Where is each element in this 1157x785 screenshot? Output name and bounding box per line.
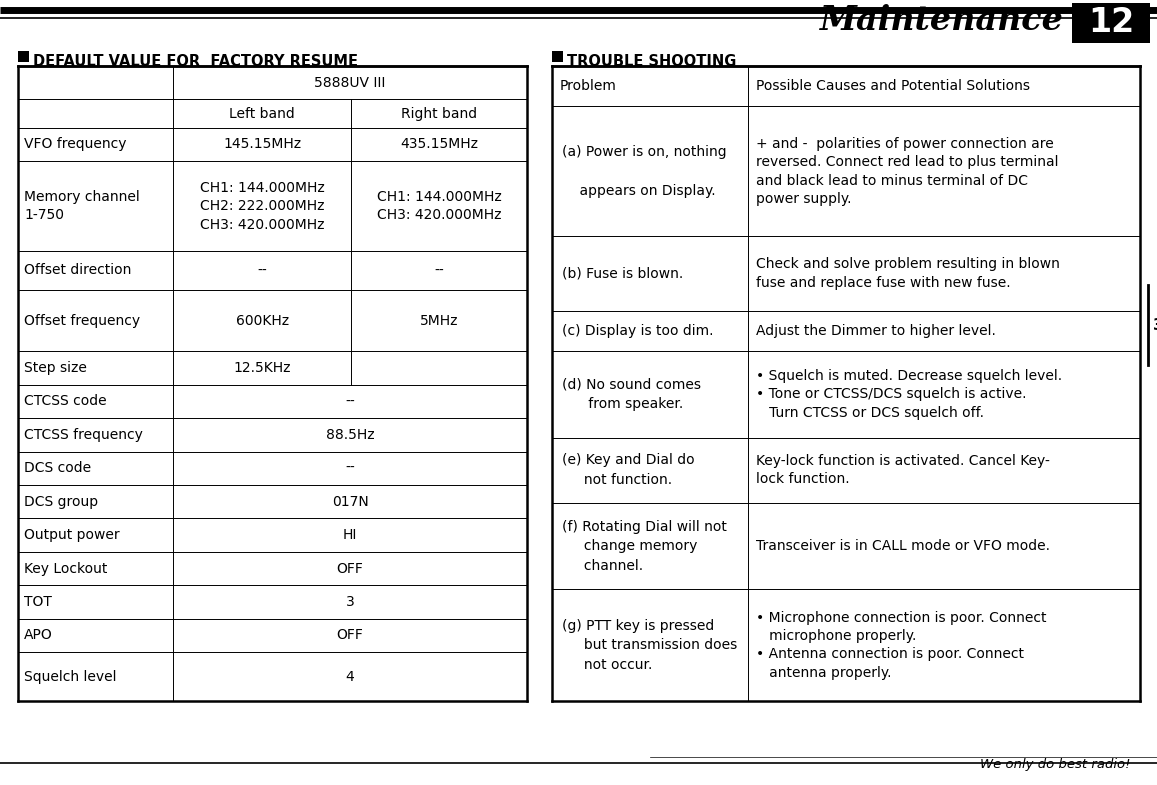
- Text: Output power: Output power: [24, 528, 119, 542]
- Text: OFF: OFF: [337, 561, 363, 575]
- Text: Right band: Right band: [401, 107, 477, 121]
- Text: (b) Fuse is blown.: (b) Fuse is blown.: [562, 267, 684, 280]
- Text: 3: 3: [346, 595, 354, 609]
- Text: • Squelch is muted. Decrease squelch level.
• Tone or CTCSS/DCS squelch is activ: • Squelch is muted. Decrease squelch lev…: [756, 369, 1062, 420]
- Text: Step size: Step size: [24, 361, 87, 375]
- Text: (c) Display is too dim.: (c) Display is too dim.: [562, 324, 714, 338]
- Text: CTCSS frequency: CTCSS frequency: [24, 428, 142, 442]
- Text: Key-lock function is activated. Cancel Key-
lock function.: Key-lock function is activated. Cancel K…: [756, 454, 1049, 487]
- Text: 88.5Hz: 88.5Hz: [326, 428, 375, 442]
- Text: DCS group: DCS group: [24, 495, 98, 509]
- Text: 5888UV III: 5888UV III: [315, 75, 385, 89]
- Text: Possible Causes and Potential Solutions: Possible Causes and Potential Solutions: [756, 79, 1030, 93]
- Text: (g) PTT key is pressed
     but transmission does
     not occur.: (g) PTT key is pressed but transmission …: [562, 619, 737, 672]
- Text: DEFAULT VALUE FOR  FACTORY RESUME: DEFAULT VALUE FOR FACTORY RESUME: [34, 54, 358, 69]
- Bar: [19, 51, 29, 62]
- Text: Offset direction: Offset direction: [24, 264, 132, 277]
- Text: --: --: [258, 264, 267, 277]
- Text: Key Lockout: Key Lockout: [24, 561, 108, 575]
- Text: 12.5KHz: 12.5KHz: [234, 361, 292, 375]
- Text: --: --: [345, 462, 355, 476]
- Text: 600KHz: 600KHz: [236, 313, 289, 327]
- Text: HI: HI: [342, 528, 358, 542]
- Text: TOT: TOT: [24, 595, 52, 609]
- Text: 145.15MHz: 145.15MHz: [223, 137, 301, 152]
- Text: 12: 12: [1088, 6, 1134, 39]
- Text: + and -  polarities of power connection are
reversed. Connect red lead to plus t: + and - polarities of power connection a…: [756, 137, 1059, 206]
- Text: CH1: 144.000MHz
CH2: 222.000MHz
CH3: 420.000MHz: CH1: 144.000MHz CH2: 222.000MHz CH3: 420…: [200, 181, 325, 232]
- Text: 435.15MHz: 435.15MHz: [400, 137, 478, 152]
- Text: Problem: Problem: [560, 79, 617, 93]
- Text: Left band: Left band: [229, 107, 295, 121]
- Text: OFF: OFF: [337, 629, 363, 642]
- Text: Maintenance: Maintenance: [820, 5, 1064, 38]
- Text: CTCSS code: CTCSS code: [24, 395, 106, 408]
- Text: (f) Rotating Dial will not
     change memory
     channel.: (f) Rotating Dial will not change memory…: [562, 520, 727, 572]
- Text: (e) Key and Dial do
     not function.: (e) Key and Dial do not function.: [562, 454, 694, 487]
- Text: Memory channel
1-750: Memory channel 1-750: [24, 190, 140, 222]
- Bar: [552, 51, 563, 62]
- Text: CH1: 144.000MHz
CH3: 420.000MHz: CH1: 144.000MHz CH3: 420.000MHz: [377, 190, 502, 222]
- Text: (a) Power is on, nothing

    appears on Display.: (a) Power is on, nothing appears on Disp…: [562, 144, 727, 198]
- Text: APO: APO: [24, 629, 53, 642]
- Text: • Microphone connection is poor. Connect
   microphone properly.
• Antenna conne: • Microphone connection is poor. Connect…: [756, 611, 1046, 680]
- Text: Offset frequency: Offset frequency: [24, 313, 140, 327]
- Text: Squelch level: Squelch level: [24, 670, 117, 684]
- Text: TROUBLE SHOOTING: TROUBLE SHOOTING: [567, 54, 736, 69]
- Text: 30: 30: [1154, 317, 1157, 333]
- Text: DCS code: DCS code: [24, 462, 91, 476]
- Text: 017N: 017N: [332, 495, 368, 509]
- Text: Check and solve problem resulting in blown
fuse and replace fuse with new fuse.: Check and solve problem resulting in blo…: [756, 257, 1060, 290]
- Text: VFO frequency: VFO frequency: [24, 137, 126, 152]
- Text: 5MHz: 5MHz: [420, 313, 458, 327]
- Bar: [1073, 3, 1150, 43]
- Text: Adjust the Dimmer to higher level.: Adjust the Dimmer to higher level.: [756, 324, 996, 338]
- Text: --: --: [345, 395, 355, 408]
- Text: (d) No sound comes
      from speaker.: (d) No sound comes from speaker.: [562, 378, 701, 411]
- Text: Transceiver is in CALL mode or VFO mode.: Transceiver is in CALL mode or VFO mode.: [756, 539, 1049, 553]
- Text: --: --: [434, 264, 444, 277]
- Text: We only do best radio!: We only do best radio!: [980, 758, 1130, 771]
- Text: 4: 4: [346, 670, 354, 684]
